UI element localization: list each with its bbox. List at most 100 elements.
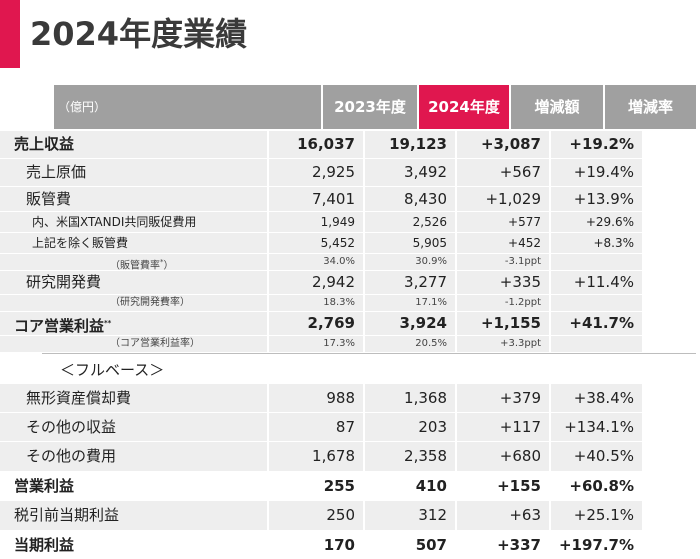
cell-change-amount: +63	[455, 501, 549, 530]
cell-change-amount: +577	[455, 212, 549, 232]
row-label: 販管費	[0, 187, 267, 211]
cell-fy2024: 3,924	[363, 312, 455, 335]
cell-fy2023: 17.3%	[267, 336, 363, 352]
cell-fy2023: 2,942	[267, 271, 363, 294]
cell-fy2023: 170	[323, 536, 355, 554]
section-label-full-basis: ＜フルベース＞	[60, 361, 165, 379]
table-row-sga: 販管費 7,401 8,430 +1,029 +13.9%	[0, 187, 642, 211]
table-row-rnd-ratio: （研究開発費率） 18.3% 17.1% -1.2ppt	[0, 295, 642, 311]
cell-change-rate	[549, 336, 642, 352]
row-label: 上記を除く販管費	[0, 233, 267, 253]
row-label: （販管費率*）	[0, 254, 267, 270]
row-label: その他の収益	[0, 413, 267, 441]
cell-change-amount: +1,155	[455, 312, 549, 335]
cell-change-amount: +379	[455, 384, 549, 412]
cell-change-rate: +41.7%	[549, 312, 642, 335]
cell-fy2023: 16,037	[267, 131, 363, 158]
table-row-sga-ratio: （販管費率*） 34.0% 30.9% -3.1ppt	[0, 254, 642, 270]
cell-change-amount: -1.2ppt	[455, 295, 549, 311]
table-row-other-expenses: その他の費用 1,678 2,358 +680 +40.5%	[0, 442, 642, 471]
cell-change-rate: +29.6%	[549, 212, 642, 232]
cell-fy2023: 5,452	[267, 233, 363, 253]
cell-change-rate: +19.4%	[549, 159, 642, 186]
cell-fy2023: 18.3%	[267, 295, 363, 311]
cell-change-rate	[549, 295, 642, 311]
cell-change-amount: +3,087	[455, 131, 549, 158]
cell-fy2024: 19,123	[363, 131, 455, 158]
cell-fy2024: 8,430	[363, 187, 455, 211]
cell-change-amount: +1,029	[455, 187, 549, 211]
cell-change-rate: +38.4%	[549, 384, 642, 412]
cell-fy2024: 3,277	[363, 271, 455, 294]
table-row-xtandi-copromotion: 内、米国XTANDI共同販促費用 1,949 2,526 +577 +29.6%	[0, 212, 642, 232]
cell-fy2024: 1,368	[363, 384, 455, 412]
cell-fy2024: 5,905	[363, 233, 455, 253]
row-label: 売上収益	[0, 131, 267, 158]
row-label: 研究開発費	[0, 271, 267, 294]
cell-fy2024: 2,358	[363, 442, 455, 471]
header-fy2024: 2024年度	[417, 85, 509, 129]
row-label: 営業利益	[14, 477, 75, 495]
cell-change-amount: +567	[455, 159, 549, 186]
cell-fy2024: 3,492	[363, 159, 455, 186]
table-row-amortization: 無形資産償却費 988 1,368 +379 +38.4%	[0, 384, 642, 412]
cell-change-amount: +335	[455, 271, 549, 294]
cell-fy2023: 87	[267, 413, 363, 441]
cell-fy2023: 2,925	[267, 159, 363, 186]
cell-fy2024: 17.1%	[363, 295, 455, 311]
table-row-cost-of-sales: 売上原価 2,925 3,492 +567 +19.4%	[0, 159, 642, 186]
cell-fy2023: 34.0%	[267, 254, 363, 270]
header-change-rate: 増減率	[603, 85, 696, 129]
cell-fy2024: 312	[363, 501, 455, 530]
row-label: 内、米国XTANDI共同販促費用	[0, 212, 267, 232]
cell-fy2024: 30.9%	[363, 254, 455, 270]
table-row-revenue: 売上収益 16,037 19,123 +3,087 +19.2%	[0, 131, 642, 158]
cell-fy2023: 255	[323, 477, 355, 495]
section-divider	[42, 353, 696, 354]
row-label: （コア営業利益率）	[0, 336, 267, 352]
cell-fy2024: 20.5%	[363, 336, 455, 352]
cell-fy2024: 507	[415, 536, 447, 554]
row-label: その他の費用	[0, 442, 267, 471]
table-row-core-op-margin: （コア営業利益率） 17.3% 20.5% +3.3ppt	[0, 336, 642, 352]
cell-fy2024: 2,526	[363, 212, 455, 232]
table-row-core-op-profit: コア営業利益** 2,769 3,924 +1,155 +41.7%	[0, 312, 642, 335]
page-title: 2024年度業績	[30, 15, 248, 53]
cell-change-amount: +3.3ppt	[455, 336, 549, 352]
cell-fy2024: 410	[415, 477, 447, 495]
cell-change-amount: +680	[455, 442, 549, 471]
header-fy2023: 2023年度	[321, 85, 417, 129]
results-table: （億円） 2023年度 2024年度 増減額 増減率	[54, 85, 696, 129]
cell-fy2023: 7,401	[267, 187, 363, 211]
row-label: 当期利益	[14, 536, 75, 554]
cell-fy2024: 203	[363, 413, 455, 441]
cell-fy2023: 250	[267, 501, 363, 530]
cell-change-rate: +19.2%	[549, 131, 642, 158]
cell-fy2023: 1,949	[267, 212, 363, 232]
cell-change-amount: +452	[455, 233, 549, 253]
cell-change-rate: +25.1%	[549, 501, 642, 530]
row-label: コア営業利益**	[0, 312, 267, 335]
cell-change-rate: +40.5%	[549, 442, 642, 471]
title-accent-bar	[0, 0, 20, 68]
row-label: 税引前当期利益	[0, 501, 267, 530]
row-label: 売上原価	[0, 159, 267, 186]
cell-fy2023: 988	[267, 384, 363, 412]
cell-change-amount: +155	[497, 477, 541, 495]
cell-change-amount: -3.1ppt	[455, 254, 549, 270]
header-change-amount: 増減額	[509, 85, 603, 129]
cell-fy2023: 2,769	[267, 312, 363, 335]
cell-change-rate	[549, 254, 642, 270]
cell-change-rate: +13.9%	[549, 187, 642, 211]
table-row-pretax-profit: 税引前当期利益 250 312 +63 +25.1%	[0, 501, 642, 530]
cell-change-rate: +8.3%	[549, 233, 642, 253]
table-row-other-income: その他の収益 87 203 +117 +134.1%	[0, 413, 642, 441]
cell-change-rate: +197.7%	[558, 536, 634, 554]
table-header-row: （億円） 2023年度 2024年度 増減額 増減率	[54, 85, 696, 129]
cell-change-amount: +337	[497, 536, 541, 554]
cell-change-rate: +11.4%	[549, 271, 642, 294]
row-label: 無形資産償却費	[0, 384, 267, 412]
row-label: （研究開発費率）	[0, 295, 267, 311]
cell-change-amount: +117	[455, 413, 549, 441]
table-row-rnd: 研究開発費 2,942 3,277 +335 +11.4%	[0, 271, 642, 294]
